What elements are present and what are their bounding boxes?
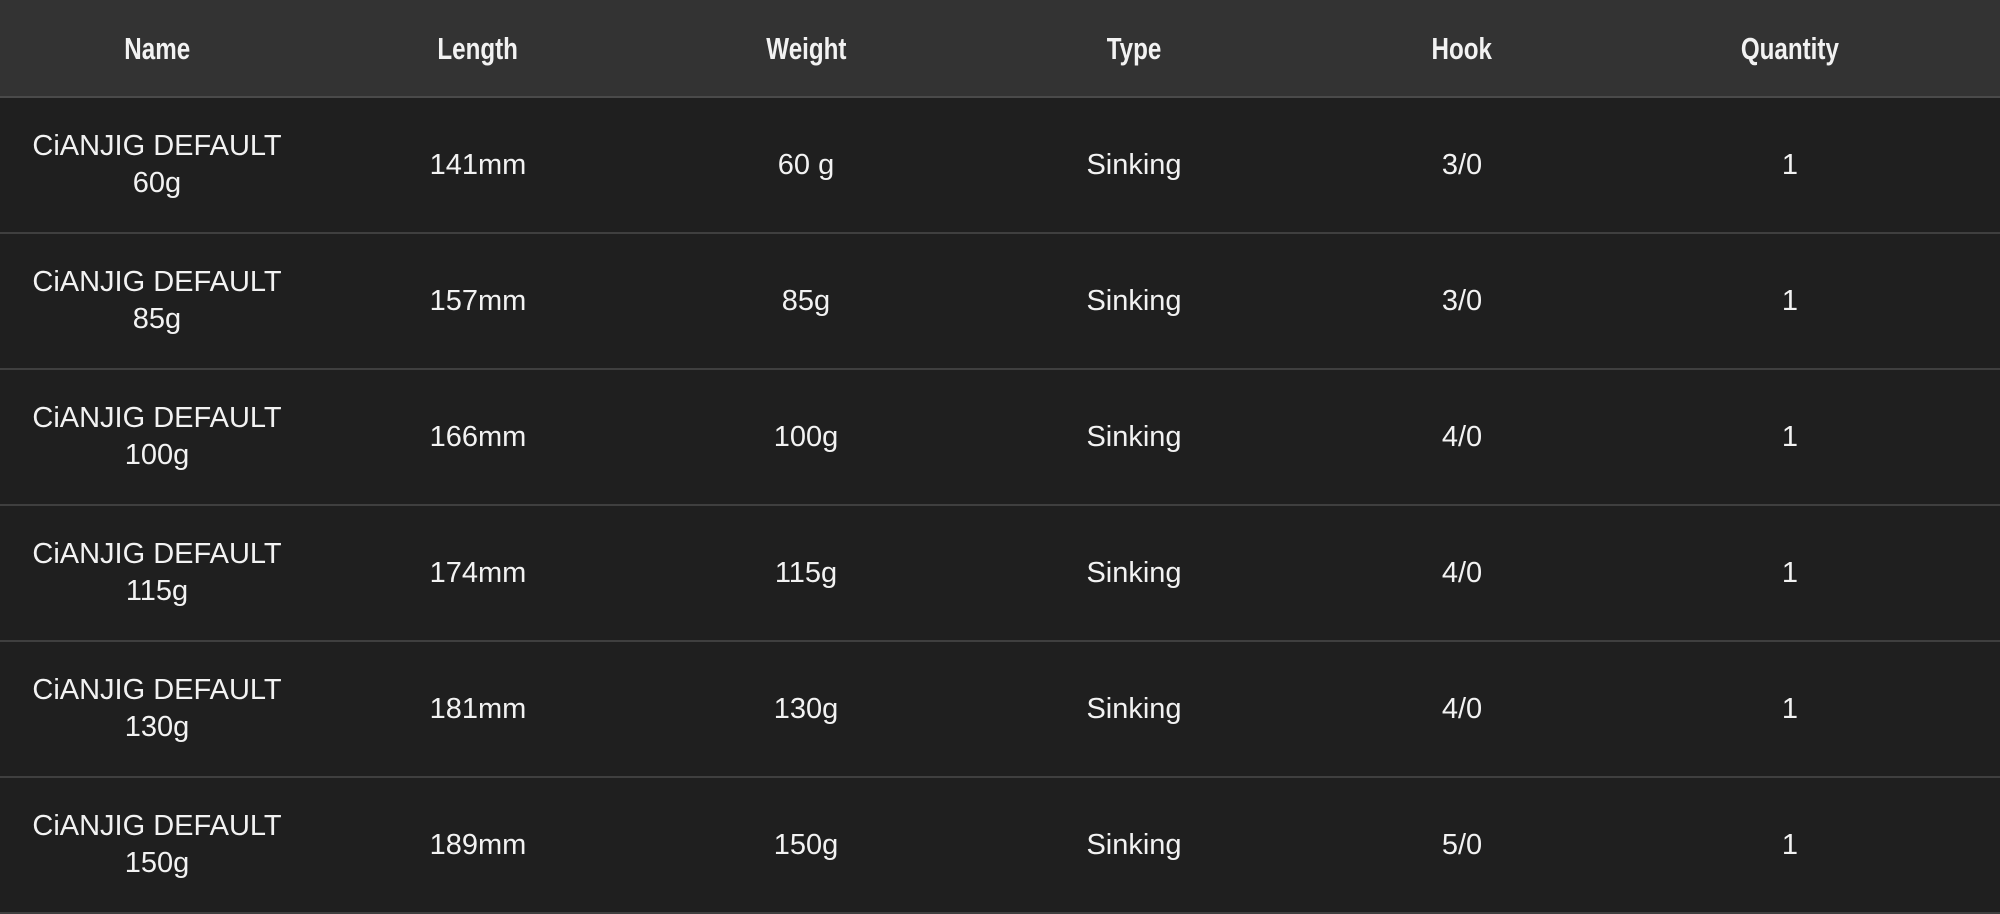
cell-quantity: 1 [1626,147,2000,184]
cell-type: Sinking [970,691,1298,728]
cell-name: CiANJIG DEFAULT 130g [0,672,314,746]
header-length: Length [314,30,642,67]
length-value: 174mm [429,556,527,589]
quantity-value: 1 [1781,284,1799,317]
hook-value: 4/0 [1441,420,1483,453]
cell-hook: 4/0 [1298,555,1626,592]
name-line-1: CiANJIG DEFAULT [32,402,282,434]
weight-value: 100g [773,420,839,453]
weight-value: 130g [773,692,839,725]
table-header: Name Length Weight Type Hook Quantity [0,0,2000,98]
length-value: 166mm [429,420,527,453]
header-label: Length [437,30,519,66]
cell-weight: 100g [642,419,970,456]
cell-length: 166mm [314,419,642,456]
cell-length: 141mm [314,147,642,184]
name-line-2: 130g [124,711,190,743]
name-line-1: CiANJIG DEFAULT [32,130,282,162]
name-line-1: CiANJIG DEFAULT [32,674,282,706]
quantity-value: 1 [1781,692,1799,725]
cell-type: Sinking [970,555,1298,592]
cell-type: Sinking [970,147,1298,184]
cell-weight: 130g [642,691,970,728]
cell-length: 174mm [314,555,642,592]
quantity-value: 1 [1781,828,1799,861]
length-value: 181mm [429,692,527,725]
quantity-value: 1 [1781,420,1799,453]
type-value: Sinking [1086,692,1182,725]
cell-quantity: 1 [1626,827,2000,864]
length-value: 157mm [429,284,527,317]
table-row: CiANJIG DEFAULT 100g 166mm 100g Sinking 4/0 1 [0,370,2000,506]
length-value: 141mm [429,148,527,181]
header-label: Name [124,30,190,66]
cell-weight: 60 g [642,147,970,184]
header-label: Hook [1431,30,1493,66]
type-value: Sinking [1086,420,1182,453]
quantity-value: 1 [1781,148,1799,181]
cell-type: Sinking [970,283,1298,320]
cell-hook: 4/0 [1298,691,1626,728]
weight-value: 85g [781,284,831,317]
cell-hook: 3/0 [1298,283,1626,320]
name-line-2: 115g [125,575,189,607]
cell-weight: 150g [642,827,970,864]
cell-name: CiANJIG DEFAULT 150g [0,808,314,882]
cell-length: 157mm [314,283,642,320]
cell-length: 181mm [314,691,642,728]
name-line-1: CiANJIG DEFAULT [32,810,282,842]
type-value: Sinking [1086,148,1182,181]
cell-name: CiANJIG DEFAULT 115g [0,536,314,610]
header-quantity: Quantity [1626,30,2000,67]
name-line-1: CiANJIG DEFAULT [32,538,282,570]
header-label: Quantity [1740,30,1840,66]
cell-weight: 85g [642,283,970,320]
header-name: Name [0,30,314,67]
cell-quantity: 1 [1626,283,2000,320]
table-row: CiANJIG DEFAULT 150g 189mm 150g Sinking 5/0 1 [0,778,2000,914]
length-value: 189mm [429,828,527,861]
table-row: CiANJIG DEFAULT 130g 181mm 130g Sinking 4/0 1 [0,642,2000,778]
type-value: Sinking [1086,828,1182,861]
name-line-1: CiANJIG DEFAULT [32,266,282,298]
name-line-2: 85g [132,303,182,335]
cell-quantity: 1 [1626,691,2000,728]
cell-quantity: 1 [1626,555,2000,592]
header-type: Type [970,30,1298,67]
cell-weight: 115g [642,555,970,592]
cell-hook: 4/0 [1298,419,1626,456]
name-line-2: 100g [124,439,190,471]
type-value: Sinking [1086,556,1182,589]
name-line-2: 150g [124,847,190,879]
weight-value: 115g [774,556,838,589]
cell-hook: 5/0 [1298,827,1626,864]
type-value: Sinking [1086,284,1182,317]
table-row: CiANJIG DEFAULT 85g 157mm 85g Sinking 3/0 1 [0,234,2000,370]
weight-value: 150g [773,828,839,861]
cell-type: Sinking [970,827,1298,864]
header-hook: Hook [1298,30,1626,67]
cell-name: CiANJIG DEFAULT 100g [0,400,314,474]
cell-hook: 3/0 [1298,147,1626,184]
weight-value: 60 g [777,148,835,181]
name-line-2: 60g [132,167,182,199]
cell-quantity: 1 [1626,419,2000,456]
header-label: Type [1106,30,1162,66]
quantity-value: 1 [1781,556,1799,589]
table-row: CiANJIG DEFAULT 115g 174mm 115g Sinking 4/0 1 [0,506,2000,642]
hook-value: 3/0 [1441,148,1483,181]
table-body: CiANJIG DEFAULT 60g 141mm 60 g Sinking 3/0 1 Ci… [0,98,2000,914]
cell-name: CiANJIG DEFAULT 60g [0,128,314,202]
table-row: CiANJIG DEFAULT 60g 141mm 60 g Sinking 3/0 1 [0,98,2000,234]
hook-value: 5/0 [1441,828,1483,861]
hook-value: 4/0 [1441,692,1483,725]
header-weight: Weight [642,30,970,67]
cell-type: Sinking [970,419,1298,456]
cell-name: CiANJIG DEFAULT 85g [0,264,314,338]
header-label: Weight [765,30,847,66]
hook-value: 3/0 [1441,284,1483,317]
hook-value: 4/0 [1441,556,1483,589]
cell-length: 189mm [314,827,642,864]
